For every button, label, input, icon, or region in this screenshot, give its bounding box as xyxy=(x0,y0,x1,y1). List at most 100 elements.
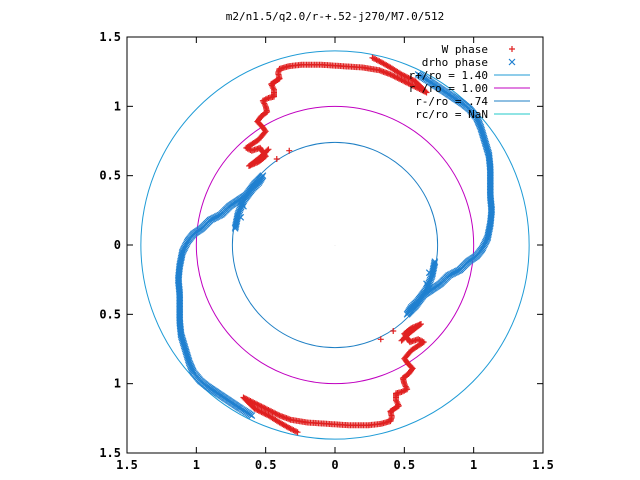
data-point xyxy=(273,411,280,418)
data-point xyxy=(387,71,394,78)
data-point xyxy=(399,77,406,84)
series-W-phase xyxy=(240,54,430,436)
data-point xyxy=(258,403,265,410)
y-tick-label: 0.5 xyxy=(99,169,121,183)
data-point xyxy=(404,74,411,81)
x-tick-label: 1 xyxy=(193,458,200,472)
data-point xyxy=(255,402,262,409)
data-point xyxy=(412,78,419,85)
data-point xyxy=(259,404,266,411)
data-point xyxy=(402,73,409,80)
data-point xyxy=(393,397,400,404)
data-point xyxy=(411,77,418,84)
data-point xyxy=(261,410,268,417)
x-tick-label: 1.5 xyxy=(532,458,554,472)
data-point xyxy=(254,401,261,408)
reference-circle xyxy=(231,141,439,349)
data-point xyxy=(393,74,400,81)
y-tick-label: 1.5 xyxy=(99,446,121,460)
data-point xyxy=(258,409,265,416)
data-point xyxy=(509,46,515,52)
data-point xyxy=(423,280,430,288)
data-point xyxy=(377,58,384,65)
data-point xyxy=(273,156,280,163)
data-point xyxy=(402,382,409,389)
data-point xyxy=(398,76,405,83)
data-point xyxy=(401,380,408,387)
x-tick-label: 0.5 xyxy=(393,458,415,472)
data-point xyxy=(425,269,433,277)
data-point xyxy=(395,75,402,82)
data-point xyxy=(262,103,269,110)
axis-ticks: 1.5 1 0.5 0 0.5 1 1.51.510.500.511.5 xyxy=(99,30,554,472)
data-point xyxy=(406,81,413,88)
x-tick-label: 0.5 xyxy=(255,458,277,472)
data-point xyxy=(269,409,276,416)
data-point xyxy=(415,336,422,343)
data-point xyxy=(251,405,258,412)
data-point xyxy=(254,407,261,414)
data-series xyxy=(174,54,496,436)
data-point xyxy=(402,386,409,393)
data-point xyxy=(401,387,408,394)
data-point xyxy=(393,398,400,405)
data-point xyxy=(409,82,416,89)
data-point xyxy=(252,400,259,407)
legend-label: r+/ro = 1.40 xyxy=(409,69,488,82)
data-point xyxy=(390,72,397,79)
data-point xyxy=(394,74,401,81)
data-point xyxy=(261,404,268,411)
data-point xyxy=(257,402,264,409)
data-point xyxy=(390,327,397,334)
data-point xyxy=(377,336,384,343)
data-point xyxy=(262,411,269,418)
data-point xyxy=(414,71,422,78)
data-point xyxy=(388,72,395,79)
data-point xyxy=(508,58,516,66)
data-point xyxy=(405,74,412,81)
data-point xyxy=(257,408,264,415)
x-tick-label: 1.5 xyxy=(116,458,138,472)
data-point xyxy=(291,427,298,434)
data-point xyxy=(264,95,271,102)
data-point xyxy=(261,101,268,108)
data-point xyxy=(402,79,409,86)
legend-label: drho phase xyxy=(422,56,488,69)
data-point xyxy=(259,409,266,416)
legend-label: r-/ro = .74 xyxy=(415,95,488,108)
y-tick-label: 0.5 xyxy=(99,307,121,321)
x-tick-label: 1 xyxy=(470,458,477,472)
data-point xyxy=(252,406,259,413)
y-tick-label: 1 xyxy=(114,377,121,391)
reference-circles xyxy=(140,50,530,440)
data-point xyxy=(405,80,412,87)
data-point xyxy=(373,56,380,63)
y-tick-label: 1 xyxy=(114,99,121,113)
data-point xyxy=(240,202,247,210)
x-tick-label: 0 xyxy=(331,458,338,472)
data-point xyxy=(248,147,255,154)
y-tick-label: 1.5 xyxy=(99,30,121,44)
data-point xyxy=(264,406,271,413)
data-point xyxy=(270,85,277,92)
chart-title: m2/n1.5/q2.0/r-+.52-j270/M7.0/512 xyxy=(226,10,445,23)
data-point xyxy=(391,73,398,80)
data-point xyxy=(374,57,381,64)
data-point xyxy=(294,429,301,436)
data-point xyxy=(376,58,383,65)
data-point xyxy=(261,97,268,104)
data-point xyxy=(251,400,258,407)
data-point xyxy=(272,410,279,417)
data-point xyxy=(408,76,415,83)
data-point xyxy=(270,409,277,416)
data-point xyxy=(289,426,296,433)
data-point xyxy=(408,81,415,88)
data-point xyxy=(262,96,269,103)
data-point xyxy=(287,425,294,432)
data-point xyxy=(411,83,418,90)
reference-circle xyxy=(195,105,475,385)
data-point xyxy=(412,83,419,90)
data-point xyxy=(262,405,269,412)
